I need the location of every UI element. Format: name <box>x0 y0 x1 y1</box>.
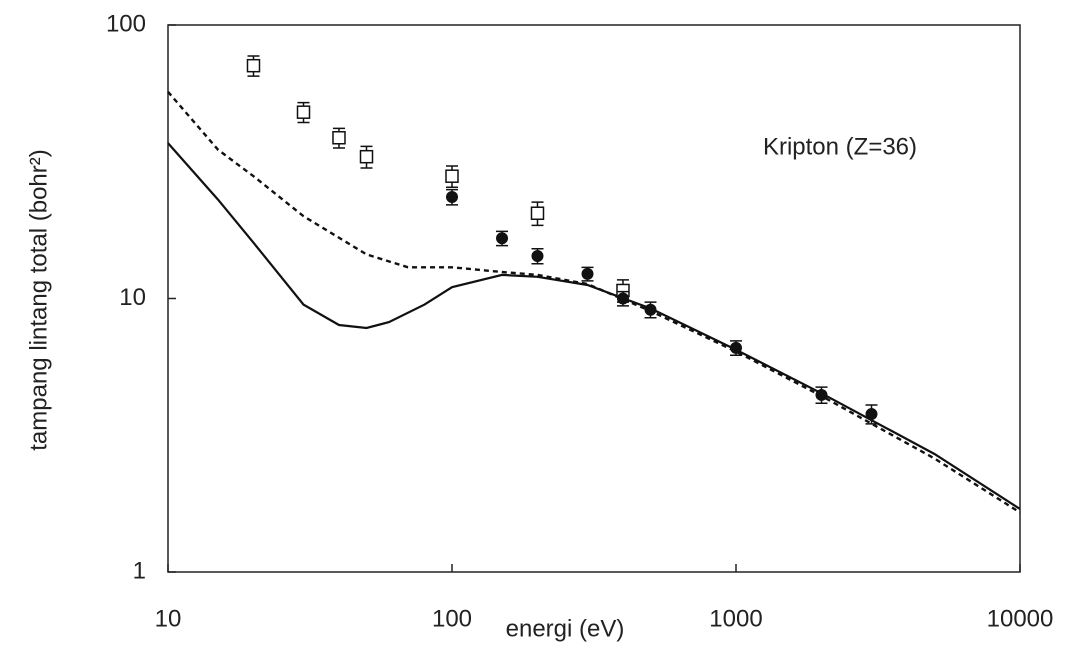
x-tick-label: 100 <box>432 605 472 632</box>
chart: Kripton (Z=36) energi (eV) tampang linta… <box>0 0 1081 645</box>
circle-marker <box>582 268 594 280</box>
square-marker <box>531 207 543 219</box>
square-marker <box>298 106 310 118</box>
annotation: Kripton (Z=36) <box>763 133 917 160</box>
square-marker <box>361 151 373 163</box>
x-tick-label: 1000 <box>709 605 762 632</box>
x-tick-label: 10000 <box>987 605 1054 632</box>
square-marker <box>333 132 345 144</box>
y-axis-label: tampang lintang total (bohr²) <box>25 149 52 451</box>
y-tick-label: 10 <box>119 284 146 311</box>
circle-marker <box>531 250 543 262</box>
y-tick-label: 1 <box>133 557 146 584</box>
plot-frame <box>168 25 1020 572</box>
circle-marker <box>730 342 742 354</box>
circle-marker <box>446 191 458 203</box>
circle-marker <box>815 389 827 401</box>
y-tick-label: 100 <box>106 10 146 37</box>
x-tick-label: 10 <box>155 605 182 632</box>
square-marker <box>446 170 458 182</box>
circle-marker <box>866 408 878 420</box>
square-marker <box>247 60 259 72</box>
circle-marker <box>645 304 657 316</box>
circle-marker <box>617 293 629 305</box>
x-axis-label: energi (eV) <box>506 615 625 642</box>
circle-marker <box>496 232 508 244</box>
solid-line <box>168 143 1020 509</box>
